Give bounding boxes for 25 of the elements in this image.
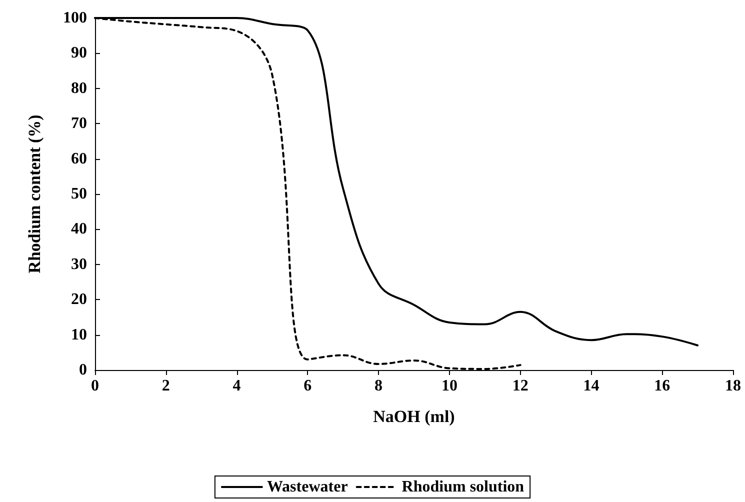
- x-tick-label: 2: [162, 378, 170, 394]
- y-tick-label: 50: [71, 186, 87, 202]
- x-tick-label: 4: [232, 378, 241, 394]
- y-tick-label: 90: [71, 44, 87, 62]
- legend-label: Rhodium solution: [402, 478, 524, 496]
- y-tick-label: 20: [71, 291, 87, 308]
- y-tick-label: 40: [71, 220, 87, 238]
- x-tick-label: 18: [725, 378, 741, 394]
- y-tick-label: 30: [71, 256, 87, 273]
- x-tick-label: 8: [374, 378, 383, 394]
- x-tick-label: 12: [512, 378, 528, 394]
- x-tick-label: 0: [91, 378, 99, 394]
- legend-label: Wastewater: [266, 478, 348, 496]
- y-tick-label: 0: [79, 362, 87, 378]
- y-axis-title: Rhodium content (%): [25, 114, 44, 274]
- y-tick-label: 70: [71, 115, 87, 132]
- x-tick-label: 16: [654, 378, 670, 394]
- x-tick-label: 10: [441, 378, 458, 394]
- x-axis-title: NaOH (ml): [373, 407, 455, 426]
- y-tick-label: 10: [71, 326, 87, 344]
- x-tick-label: 14: [583, 378, 600, 394]
- y-tick-label: 100: [63, 10, 87, 26]
- y-tick-label: 60: [71, 150, 87, 168]
- y-tick-label: 80: [71, 80, 87, 97]
- x-tick-label: 6: [304, 378, 312, 394]
